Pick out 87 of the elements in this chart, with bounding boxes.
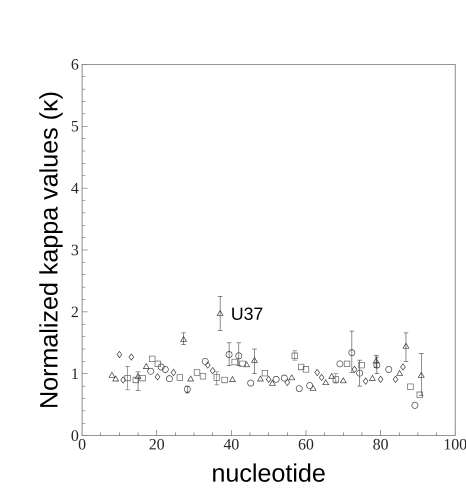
point xyxy=(200,373,206,380)
point xyxy=(262,370,268,376)
point xyxy=(202,358,208,365)
point xyxy=(142,363,150,369)
point xyxy=(124,374,131,382)
point xyxy=(166,375,173,382)
x-tick-label: 40 xyxy=(224,438,238,450)
point xyxy=(284,378,290,386)
y-tick-label: 3 xyxy=(71,244,78,256)
point xyxy=(257,376,264,382)
point xyxy=(296,385,302,392)
point xyxy=(340,377,346,384)
point xyxy=(204,362,210,369)
point xyxy=(298,364,304,370)
y-axis-title: Normalized kappa values (κ) xyxy=(39,92,62,407)
point xyxy=(128,354,134,361)
point xyxy=(368,375,376,381)
point xyxy=(392,376,398,383)
point xyxy=(318,374,324,381)
point xyxy=(272,376,280,383)
point xyxy=(112,376,119,382)
x-tick-label: 100 xyxy=(444,438,466,450)
point xyxy=(348,349,356,356)
point xyxy=(411,402,418,409)
point xyxy=(210,367,216,374)
point xyxy=(402,342,409,349)
point xyxy=(356,370,363,377)
y-tick-label: 1 xyxy=(72,368,78,379)
point xyxy=(239,360,246,367)
point xyxy=(187,376,194,382)
point xyxy=(310,384,316,391)
point xyxy=(322,379,329,386)
annotation: U37 xyxy=(232,307,262,320)
x-tick-label: 60 xyxy=(298,438,314,450)
point xyxy=(154,373,160,380)
point xyxy=(231,358,238,366)
point xyxy=(247,380,254,386)
point xyxy=(108,372,115,378)
point xyxy=(132,376,139,384)
y-tick-label: 6 xyxy=(71,59,78,70)
x-tick-label: 0 xyxy=(78,438,86,450)
point xyxy=(158,364,164,370)
point xyxy=(332,376,339,382)
point xyxy=(170,369,176,376)
point xyxy=(344,360,350,367)
point xyxy=(288,374,295,380)
point xyxy=(302,366,309,373)
point xyxy=(139,374,146,382)
point xyxy=(229,376,236,382)
point xyxy=(266,376,272,383)
point xyxy=(154,360,161,367)
point xyxy=(221,376,228,384)
point xyxy=(243,361,250,368)
x-tick-label: 20 xyxy=(149,438,164,450)
point xyxy=(378,376,384,383)
point xyxy=(147,368,154,375)
point xyxy=(418,372,424,378)
point xyxy=(407,384,414,390)
point xyxy=(180,336,187,342)
point xyxy=(268,380,276,386)
y-tick-label: 0 xyxy=(71,430,78,441)
point xyxy=(396,370,403,376)
point xyxy=(328,373,335,379)
point xyxy=(336,360,344,368)
point xyxy=(120,376,126,384)
point xyxy=(116,351,122,358)
point xyxy=(225,351,232,358)
point xyxy=(362,378,368,385)
point xyxy=(314,369,320,376)
x-axis-title: nucleotide xyxy=(212,463,325,482)
point xyxy=(291,352,298,359)
point xyxy=(400,363,406,370)
y-tick-label: 4 xyxy=(71,182,78,194)
point xyxy=(306,382,313,389)
point xyxy=(213,374,220,381)
y-tick-label: 2 xyxy=(71,306,78,318)
point xyxy=(385,366,392,373)
point xyxy=(352,366,357,373)
point xyxy=(216,310,224,316)
point xyxy=(235,352,242,360)
point xyxy=(251,357,258,363)
y-tick-label: 5 xyxy=(72,120,78,132)
point xyxy=(148,356,156,362)
point xyxy=(162,366,168,373)
point xyxy=(194,369,200,376)
point xyxy=(176,374,183,381)
x-tick-label: 80 xyxy=(373,438,388,450)
